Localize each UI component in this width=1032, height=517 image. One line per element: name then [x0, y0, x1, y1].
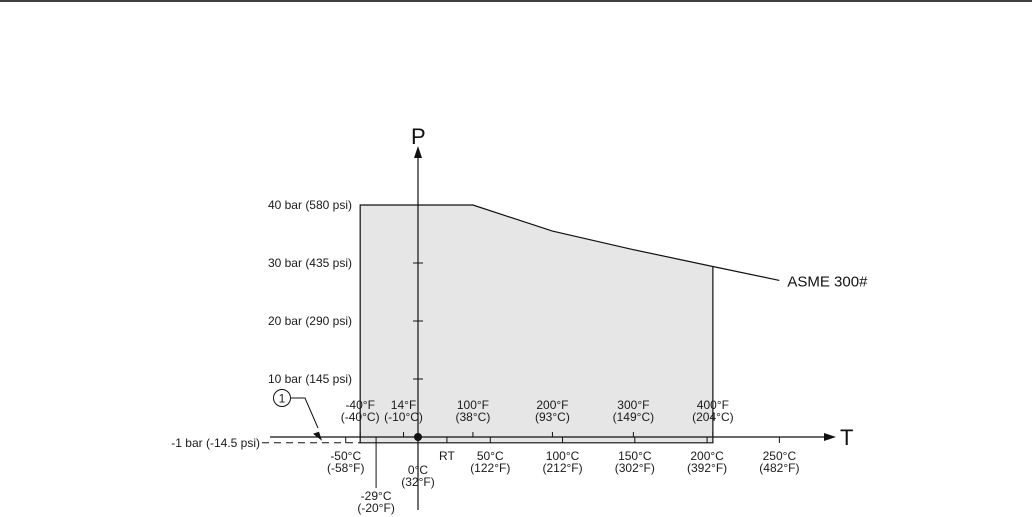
bottom-tick-label-c: 50°C [477, 449, 504, 463]
low-tick-label-c: -29°C [361, 489, 392, 503]
bottom-tick-label-f: (-58°F) [327, 461, 364, 475]
t-axis-letter: T [840, 425, 853, 450]
bottom-tick-label-c: 100°C [546, 449, 580, 463]
t-axis-arrow [824, 433, 836, 441]
bottom-tick-label-f: (302°F) [615, 461, 655, 475]
bottom-tick-label-f: (32°F) [401, 475, 434, 489]
top-tick-label-f: 100°F [457, 398, 489, 412]
top-tick-label-c: (-10°C) [384, 410, 423, 424]
top-tick-label-f: 400°F [697, 398, 729, 412]
y-tick-label: 10 bar (145 psi) [268, 372, 352, 386]
operating-region [359, 204, 714, 444]
low-tick-label-f: (-20°F) [357, 501, 394, 515]
bottom-tick-label-f: (122°F) [470, 461, 510, 475]
bottom-tick-label-f: (482°F) [759, 461, 799, 475]
y-tick-label: 30 bar (435 psi) [268, 256, 352, 270]
callout-number: 1 [279, 392, 286, 406]
vacuum-label: -1 bar (-14.5 psi) [171, 436, 260, 450]
asme-300-curve-extension [712, 265, 780, 281]
y-tick-label: 20 bar (290 psi) [268, 314, 352, 328]
bottom-tick-label-c: -50°C [330, 449, 361, 463]
top-tick-label-f: -40°F [345, 398, 374, 412]
bottom-tick-label-c: 200°C [690, 449, 724, 463]
top-tick-label-c: (-40°C) [341, 410, 380, 424]
bottom-tick-label-c: 150°C [618, 449, 652, 463]
top-tick-label-f: 14°F [391, 398, 416, 412]
bottom-tick-label-f: (392°F) [687, 461, 727, 475]
asme-300-curve-label: ASME 300# [787, 273, 868, 290]
top-tick-label-c: (149°C) [613, 410, 654, 424]
callout-circle [273, 389, 291, 407]
bottom-tick-label-c: 0°C [408, 463, 428, 477]
p-axis-arrow [414, 146, 422, 158]
bottom-tick-label-c: RT [439, 449, 455, 463]
top-tick-label-c: (204°C) [692, 410, 733, 424]
bottom-tick-label-f: (212°F) [542, 461, 582, 475]
top-tick-label-f: 300°F [617, 398, 649, 412]
callout-arrowhead [313, 431, 322, 441]
y-tick-label: 40 bar (580 psi) [268, 198, 352, 212]
top-tick-label-c: (93°C) [535, 410, 570, 424]
top-tick-label-c: (38°C) [456, 410, 491, 424]
bottom-tick-label-c: 250°C [763, 449, 797, 463]
p-axis-letter: P [411, 124, 426, 149]
callout-leader [291, 397, 319, 429]
top-tick-label-f: 200°F [536, 398, 568, 412]
